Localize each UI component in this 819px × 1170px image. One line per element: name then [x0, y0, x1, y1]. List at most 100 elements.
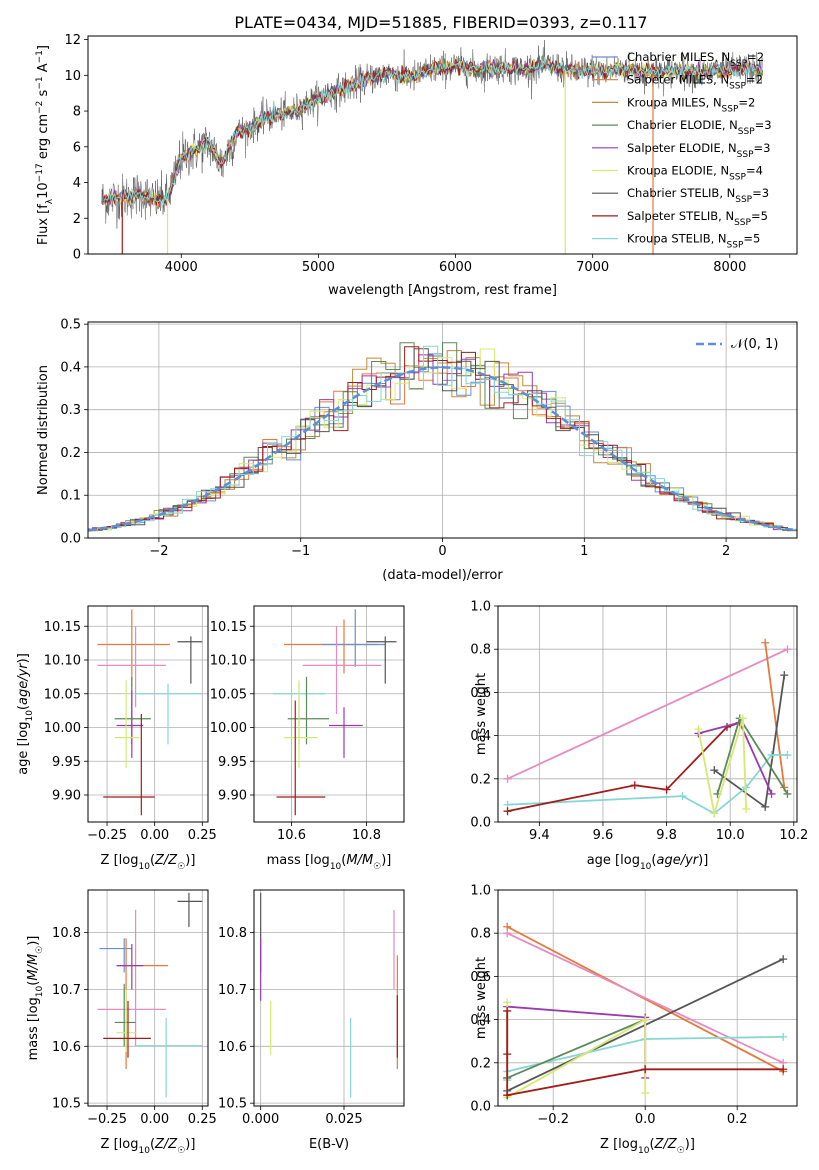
- mass-weight-series: [503, 645, 792, 783]
- y-tick-label: 10.6: [218, 1040, 247, 1055]
- histogram-step-line: [88, 357, 797, 532]
- y-tick-label: 10.10: [44, 654, 81, 669]
- y-tick-label: 10.7: [52, 983, 81, 998]
- mass-weight-marker: [503, 807, 512, 816]
- x-tick-label: 9.6: [593, 828, 614, 843]
- y-tick-label: 10.00: [210, 721, 247, 736]
- y-axis-label: mass weight: [474, 957, 489, 1039]
- y-tick-label: 10.15: [44, 620, 81, 635]
- y-tick-label: 0.0: [60, 532, 81, 547]
- y-tick-label: 0.0: [470, 816, 491, 831]
- legend-label: Kroupa MILES, NSSP=2: [627, 95, 755, 114]
- residual-hist-panel: −2 −1 0 1 2 0.0 0.1 0.2 0.3 0.4 0.5 (data-model)/er…: [36, 318, 798, 583]
- mass-weight-line: [506, 1018, 646, 1079]
- errorbar-point: [321, 609, 386, 667]
- mass-weight-line: [506, 925, 784, 1073]
- x-axis-label: (data-model)/error: [382, 568, 503, 583]
- errorbar-point: [103, 714, 155, 816]
- x-axis-label: age [log10(age/yr)]: [587, 853, 709, 872]
- mass-vs-EBV-panel: 0.000 0.025 10.5 10.6 10.7 10.8 E(B-V): [218, 889, 405, 1152]
- mass-vs-Z-panel: −0.25 0.00 0.25 10.5 10.6 10.7 10.8 Z [log10(Z/…: [26, 889, 217, 1156]
- y-tick-label: 10.8: [52, 926, 81, 941]
- y-tick-label: 10.05: [44, 687, 81, 702]
- x-tick-label: −0.25: [87, 1112, 127, 1127]
- y-tick-label: 0.2: [470, 772, 491, 787]
- y-tick-label: 10.5: [52, 1097, 81, 1112]
- x-tick-label: 0: [438, 544, 446, 559]
- mass-weight-marker: [630, 781, 639, 790]
- mass-weight-marker: [503, 1091, 512, 1100]
- x-tick-label: 7000: [576, 260, 609, 275]
- spectrum-legend: Chabrier MILES, NSSP=2 Salpeter MILES, NS…: [592, 50, 772, 251]
- mass-weight-marker: [783, 751, 792, 760]
- legend-label: Kroupa STELIB, NSSP=5: [627, 232, 760, 251]
- x-tick-label: 10.6: [277, 828, 306, 843]
- x-axis-label: Z [log10(Z/Z☉)]: [101, 1137, 196, 1156]
- mass-weight-marker: [783, 789, 792, 798]
- errorbar-point: [114, 676, 151, 745]
- mass-weight-marker: [779, 1065, 788, 1074]
- axes-frame: [87, 605, 209, 823]
- y-axis-label: mass weight: [474, 673, 489, 755]
- x-tick-label: 0.000: [242, 1112, 279, 1127]
- y-tick-label: 6: [73, 140, 81, 155]
- spectrum-model-line: [103, 56, 763, 209]
- y-tick-label: 0.3: [60, 403, 81, 418]
- mass-weight-marker: [694, 725, 703, 734]
- histogram-step-line: [88, 346, 797, 531]
- spectrum-panel: 4000 5000 6000 7000 8000 0 2 4 6 8 10 12 wavelength …: [35, 33, 798, 298]
- y-tick-label: 0.0: [470, 1100, 491, 1115]
- errorbar-point: [287, 676, 329, 745]
- y-tick-label: 10.5: [218, 1097, 247, 1112]
- x-tick-label: 0.25: [188, 828, 217, 843]
- figure-title: PLATE=0434, MJD=51885, FIBERID=0393, z=0…: [234, 13, 647, 32]
- mass-weight-line: [764, 642, 786, 788]
- x-tick-label: 6000: [439, 260, 472, 275]
- axes-frame: [253, 889, 405, 1107]
- x-tick-label: 10.0: [716, 828, 745, 843]
- y-tick-label: 10.15: [210, 620, 247, 635]
- y-tick-label: 10.10: [210, 654, 247, 669]
- axes-frame: [497, 605, 798, 823]
- x-tick-label: 10.8: [352, 828, 381, 843]
- legend-label: Chabrier STELIB, NSSP=3: [627, 186, 769, 205]
- x-tick-label: 9.8: [656, 828, 677, 843]
- legend-label: Chabrier ELODIE, NSSP=3: [627, 118, 772, 137]
- y-tick-label: 10.6: [52, 1040, 81, 1055]
- errorbar-point: [177, 892, 203, 927]
- y-tick-label: 2: [73, 212, 81, 227]
- y-tick-label: 1.0: [470, 884, 491, 899]
- errorbar-point: [116, 690, 144, 758]
- errorbar-point: [97, 609, 170, 687]
- mass-weight-marker: [767, 751, 776, 760]
- y-tick-label: 10.7: [218, 983, 247, 998]
- y-tick-label: 0.2: [470, 1056, 491, 1071]
- age-vs-Z-panel: −0.25 0.00 0.25 9.90 9.95 10.00 10.05 10.10 10.1…: [16, 605, 217, 872]
- mass-weight-marker: [710, 809, 719, 818]
- axes-frame: [87, 321, 798, 539]
- errorbar-point: [114, 983, 136, 1047]
- y-tick-label: 10: [64, 69, 81, 84]
- x-tick-label: 4000: [165, 260, 198, 275]
- legend-label: 𝒩(0, 1): [731, 337, 778, 352]
- x-tick-label: −0.25: [87, 828, 127, 843]
- mass-weight-line: [697, 718, 747, 814]
- legend-label: Chabrier MILES, NSSP=2: [627, 50, 764, 69]
- y-tick-label: 9.95: [52, 755, 81, 770]
- y-tick-label: 0.6: [470, 970, 491, 985]
- x-tick-label: 0.0: [635, 1112, 656, 1127]
- mass-weight-marker: [761, 638, 770, 647]
- axes-frame: [497, 889, 798, 1107]
- x-tick-label: 8000: [713, 260, 746, 275]
- legend-label: Salpeter ELODIE, NSSP=3: [627, 141, 770, 160]
- legend-label: Kroupa ELODIE, NSSP=4: [627, 164, 763, 183]
- x-axis-label: mass [log10(M/M☉)]: [267, 853, 392, 872]
- errorbar-point: [302, 626, 382, 714]
- x-tick-label: −1: [291, 544, 310, 559]
- mass-weight-marker: [678, 792, 687, 801]
- y-tick-label: 4: [73, 176, 81, 191]
- errorbar-point: [276, 700, 326, 816]
- errorbar-point: [99, 938, 132, 973]
- x-tick-label: 1: [580, 544, 588, 559]
- mass-weight-marker: [641, 1015, 650, 1024]
